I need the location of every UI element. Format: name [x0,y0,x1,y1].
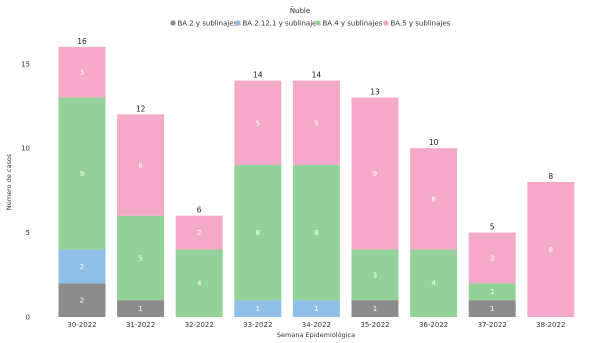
y-tick-label: 5 [26,229,30,237]
segment-value-label: 1 [490,288,494,296]
x-tick-label: 31-2022 [126,321,155,329]
legend-swatch-3 [383,20,389,26]
segment-value-label: 1 [256,305,260,313]
bar-total-label: 5 [490,223,495,232]
segment-value-label: 5 [314,119,318,127]
bar-segment-31-2022-s0 [117,300,165,317]
chart-title: Ñuble [290,6,310,15]
y-tick-label: 15 [21,60,30,68]
segment-value-label: 8 [314,229,318,237]
legend: BA.2 y sublinajes BA.2.12.1 y sublinajes B… [170,20,451,28]
x-tick-label: 30-2022 [67,321,96,329]
segment-value-label: 3 [373,271,377,279]
segment-value-label: 1 [373,305,377,313]
bar-segment-30-2022-s2 [58,97,106,250]
bar-segment-37-2022-s2 [468,283,516,301]
segment-value-label: 4 [197,280,202,288]
segment-value-label: 3 [490,254,494,262]
segment-value-label: 8 [549,246,553,254]
bar-segment-34-2022-s2 [292,165,340,301]
segment-value-label: 9 [373,170,377,178]
bar-total-label: 10 [429,138,439,147]
bar-total-label: 12 [136,104,146,113]
bar-total-label: 14 [253,71,263,80]
segment-value-label: 1 [138,305,142,313]
bar-segment-33-2022-s2 [234,165,282,301]
x-tick-label: 36-2022 [419,321,448,329]
bar-segment-32-2022-s3 [175,215,223,250]
legend-label-2: BA.4 y sublinajes [323,20,383,28]
bar-segment-35-2022-s3 [351,97,399,250]
segment-value-label: 2 [80,263,84,271]
bar-segment-38-2022-s3 [527,181,575,317]
bar-segment-31-2022-s2 [117,215,165,301]
x-tick-label: 32-2022 [185,321,214,329]
bar-total-label: 8 [548,172,553,181]
x-tick-label: 37-2022 [478,321,507,329]
bar-segment-30-2022-s1 [58,249,106,284]
bar-segment-30-2022-s0 [58,283,106,317]
bar-total-label: 6 [197,206,202,215]
legend-label-3: BA.5 y sublinajes [391,20,451,28]
bar-segment-33-2022-s3 [234,80,282,166]
legend-label-1: BA.2.12.1 y sublinajes [243,20,321,28]
segment-value-label: 2 [197,229,201,237]
x-axis-ticks: 30-2022 31-2022 32-2022 33-2022 34-2022 35-20… [67,321,565,329]
bar-segment-37-2022-s3 [468,232,516,284]
segment-value-label: 6 [431,195,436,203]
segment-value-label: 4 [431,280,436,288]
bar-segment-32-2022-s2 [175,249,223,317]
bar-segment-35-2022-s0 [351,300,399,317]
legend-swatch-2 [315,20,321,26]
x-tick-label: 38-2022 [536,321,565,329]
segment-value-label: 1 [490,305,494,313]
x-tick-label: 35-2022 [360,321,389,329]
x-axis-label: Semana Epidemiológica [277,331,355,339]
bar-segment-36-2022-s3 [410,148,458,250]
bar-segment-35-2022-s2 [351,249,399,301]
bar-segment-36-2022-s2 [410,249,458,317]
bar-total-label: 16 [77,37,87,46]
legend-label-0: BA.2 y sublinajes [178,20,238,28]
bar-segment-31-2022-s3 [117,114,165,216]
y-axis-label: Número de casos [5,153,13,210]
legend-swatch-0 [170,20,176,26]
x-tick-label: 34-2022 [302,321,331,329]
legend-swatch-1 [235,20,241,26]
y-axis-ticks: 0 5 10 15 [21,60,30,321]
segment-value-label: 5 [138,254,142,262]
segment-value-label: 8 [256,229,260,237]
bar-segment-34-2022-s3 [292,80,340,166]
segment-value-label: 1 [314,305,318,313]
y-tick-label: 10 [21,145,30,153]
bar-total-label: 13 [370,88,380,97]
x-tick-label: 33-2022 [243,321,272,329]
segment-value-label: 5 [256,119,260,127]
bar-segment-30-2022-s3 [58,46,106,98]
segment-value-label: 2 [80,297,84,305]
segment-value-label: 9 [80,170,84,178]
bar-segment-37-2022-s0 [468,300,516,317]
y-tick-label: 0 [26,314,30,322]
bar-total-label: 14 [312,71,322,80]
bar-segment-34-2022-s1 [292,300,340,317]
segment-value-label: 6 [138,162,143,170]
bar-totals: 16 12 6 14 14 13 10 5 8 [77,37,553,232]
segment-value-label: 3 [80,69,84,77]
bar-segment-33-2022-s1 [234,300,282,317]
